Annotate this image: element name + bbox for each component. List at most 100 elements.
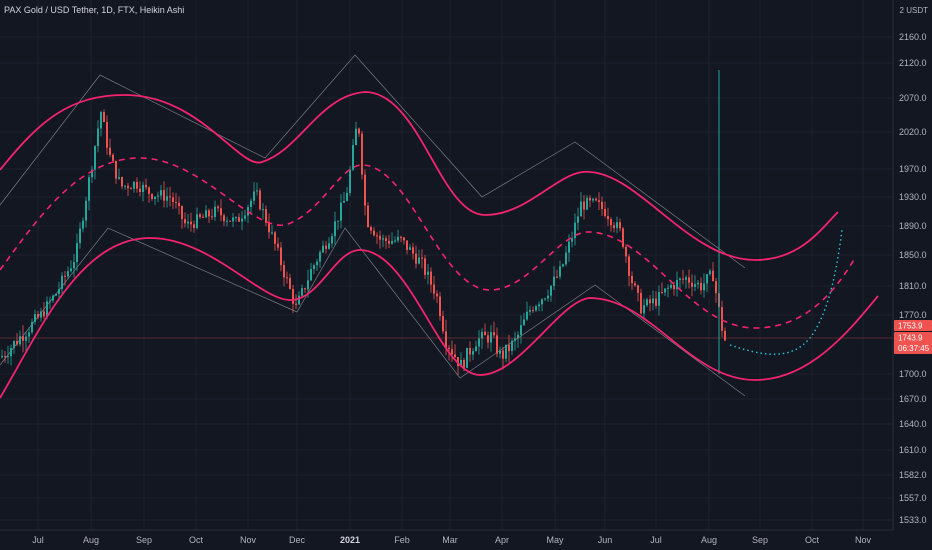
candle-body [172,197,174,202]
candle-body [169,196,171,198]
candle-body [190,221,192,225]
channel-lower-line [0,237,879,399]
candle-body [178,202,180,207]
price-axis[interactable]: 2160.0 2120.0 2070.0 2020.0 1970.0 1930.0 1890… [899,32,927,525]
candle-body [580,201,582,217]
candle-body [475,346,477,352]
candle-body [391,241,393,244]
candle-body [220,208,222,216]
candle-body [52,295,54,301]
candle-body [523,319,525,326]
candle-body [655,298,657,306]
candle-body [58,288,60,294]
candle-body [460,359,462,367]
candle-body [628,256,630,276]
unit-label: 2 USDT [900,6,929,15]
candle-body [340,202,342,221]
candle-body [109,147,111,155]
candle-body [379,235,381,240]
candle-body [175,201,177,203]
candle-body [634,283,636,286]
candle-body [592,198,594,201]
channel-upper-line [0,91,839,261]
candle-body [538,304,540,307]
candle-body [688,277,690,283]
price-tick-label: 1670.0 [899,394,927,404]
candle-body [73,262,75,269]
candle-body [496,335,498,354]
time-tick-label: 2021 [340,535,360,545]
candle-body [88,177,90,201]
candle-body [310,268,312,281]
candle-body [253,191,255,201]
candle-body [637,285,639,293]
candle-body [553,276,555,286]
candle-body [682,278,684,280]
candle-body [502,350,504,359]
candle-body [76,243,78,263]
candle-body [61,275,63,289]
candle-body [265,209,267,223]
time-tick-label: Jul [650,535,662,545]
candle-body [724,330,726,341]
candle-body [514,338,516,341]
time-tick-label: Nov [855,535,872,545]
candle-body [25,336,27,341]
candle-body [103,111,105,123]
price-tick-label: 1582.0 [899,470,927,480]
candle-body [118,177,120,179]
candle-body [163,190,165,201]
candle-body [82,220,84,229]
candle-body [418,257,420,264]
candle-body [667,287,669,289]
candle-body [466,347,468,368]
candle-body [262,209,264,211]
candle-body [256,190,258,192]
candle-body [652,298,654,304]
price-tick-label: 1810.0 [899,281,927,291]
candle-body [286,277,288,279]
candle-body [136,181,138,189]
time-tick-label: Dec [289,535,306,545]
candle-body [691,282,693,287]
time-tick-label: Sep [136,535,152,545]
candle-body [583,201,585,210]
candle-body [571,238,573,242]
candle-body [361,133,363,175]
candle-body [439,296,441,317]
candle-body [106,122,108,148]
price-tick-label: 2160.0 [899,32,927,42]
candle-body [13,341,15,348]
svg-text:1743.9: 1743.9 [898,334,923,343]
candle-body [601,201,603,209]
candle-body [133,181,135,189]
candle-body [283,265,285,278]
candle-body [100,111,102,129]
time-axis[interactable]: Jul Aug Sep Oct Nov Dec 2021 Feb Mar Apr May Jun Jul… [32,535,871,545]
candle-body [421,257,423,259]
zigzag-line [0,54,746,269]
candle-body [181,206,183,220]
candle-body [598,200,600,202]
candle-body [268,222,270,233]
time-tick-label: Jul [32,535,44,545]
price-tick-label: 2020.0 [899,127,927,137]
candle-body [577,216,579,223]
candle-body [211,216,213,218]
price-tag-level: 1753.9 [894,320,932,331]
candle-body [373,230,375,236]
candle-body [259,190,261,210]
candle-body [55,293,57,296]
candle-body [298,295,300,305]
candle-body [70,268,72,272]
candle-body [376,235,378,237]
candle-body [646,299,648,306]
candle-body [64,275,66,277]
candle-body [229,220,231,222]
candle-body [505,344,507,359]
candle-body [196,214,198,228]
candle-body [559,266,561,277]
candle-body [415,253,417,264]
time-tick-label: Oct [805,535,820,545]
